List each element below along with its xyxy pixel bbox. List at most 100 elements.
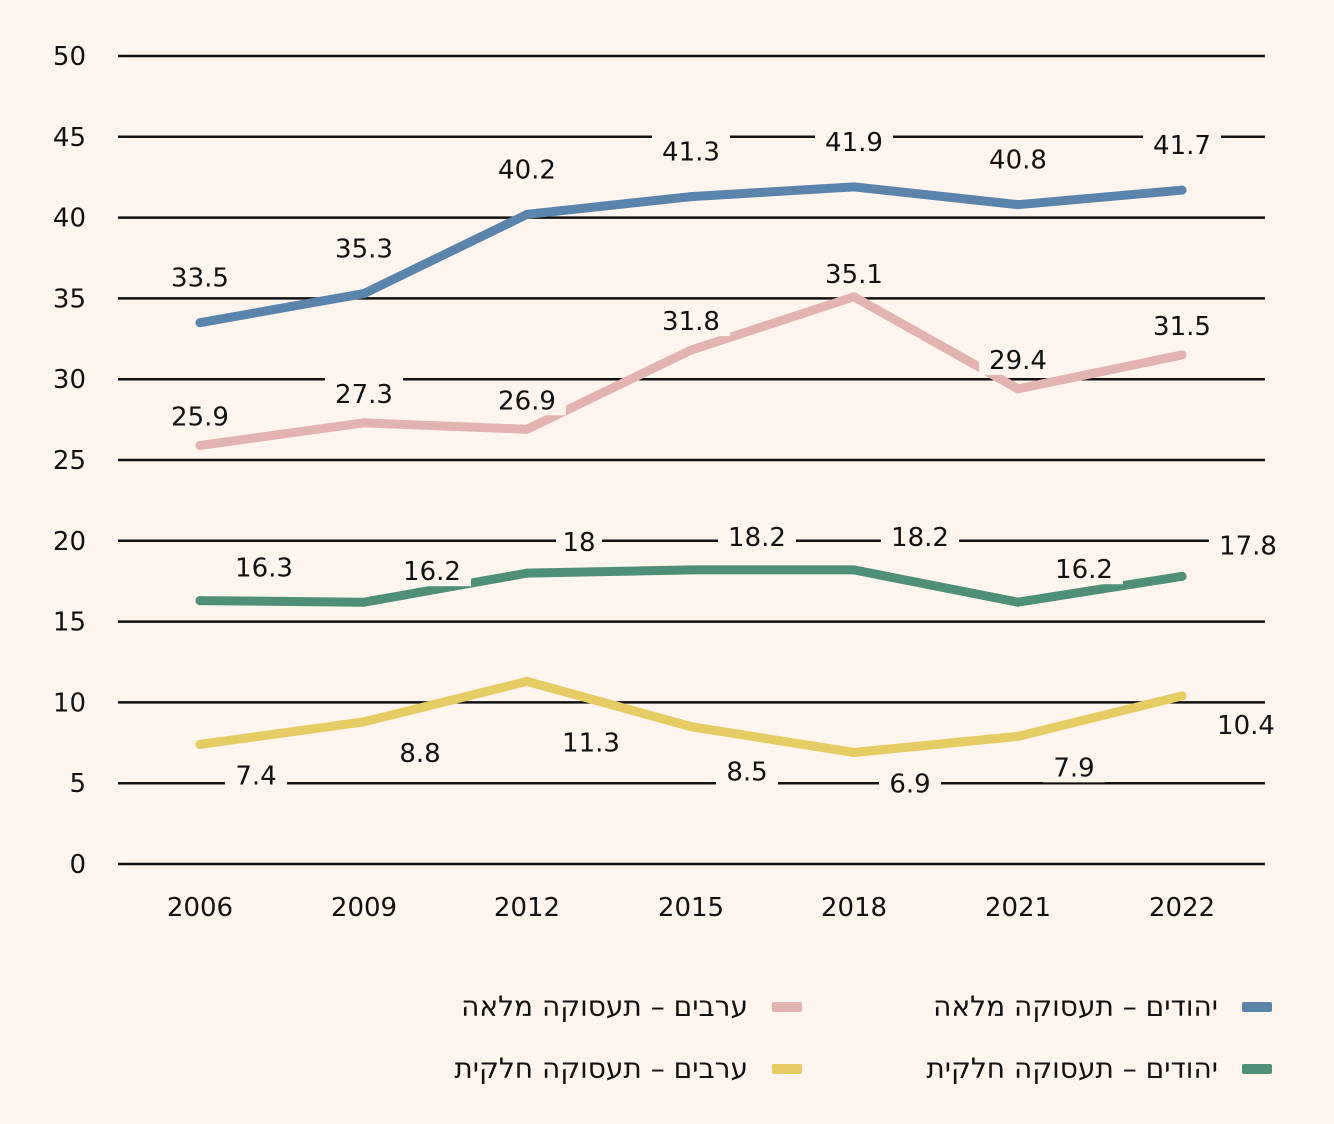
data-label: 31.5 xyxy=(1153,312,1211,342)
x-tick-label: 2015 xyxy=(658,893,724,923)
data-label: 40.2 xyxy=(498,155,556,185)
data-label-bg xyxy=(161,397,239,432)
data-point xyxy=(522,676,532,686)
data-point xyxy=(359,289,369,299)
series-line xyxy=(195,676,1187,757)
data-point xyxy=(849,747,859,757)
data-point xyxy=(522,424,532,434)
x-tick-label: 2021 xyxy=(985,893,1051,923)
data-label: 18 xyxy=(562,528,595,558)
x-tick-label: 2022 xyxy=(1149,893,1215,923)
data-point xyxy=(686,345,696,355)
data-label-bg xyxy=(552,723,630,758)
y-tick-label: 20 xyxy=(53,527,86,557)
x-tick-label: 2006 xyxy=(167,893,233,923)
x-tick-label: 2012 xyxy=(494,893,560,923)
data-point xyxy=(1177,350,1187,360)
data-label-bg xyxy=(1209,526,1287,561)
data-point xyxy=(849,292,859,302)
data-label: 40.8 xyxy=(989,146,1047,176)
data-label-bg xyxy=(881,517,959,552)
data-point xyxy=(522,568,532,578)
data-point xyxy=(1013,731,1023,741)
y-tick-label: 50 xyxy=(53,42,86,72)
data-label-bg xyxy=(556,523,602,558)
gridlines xyxy=(118,54,1265,866)
series-line xyxy=(195,565,1187,607)
y-tick-label: 40 xyxy=(53,204,86,234)
data-point xyxy=(686,192,696,202)
data-label-bg xyxy=(225,756,287,791)
data-point xyxy=(195,318,205,328)
data-label: 16.2 xyxy=(1055,555,1113,585)
data-label-bg xyxy=(325,229,403,264)
data-label-bg xyxy=(488,150,566,185)
x-tick-label: 2009 xyxy=(331,893,397,923)
data-point xyxy=(1013,384,1023,394)
data-point xyxy=(195,596,205,606)
data-label-bg xyxy=(393,552,471,587)
data-label-bg xyxy=(979,140,1057,175)
data-point xyxy=(359,597,369,607)
data-label-bg xyxy=(815,122,893,157)
data-point xyxy=(522,209,532,219)
data-point xyxy=(849,565,859,575)
y-tick-label: 15 xyxy=(53,608,86,638)
data-label-bg xyxy=(1143,306,1221,341)
data-label: 16.3 xyxy=(235,554,293,584)
data-label-bg xyxy=(1045,550,1123,585)
y-tick-label: 45 xyxy=(53,123,86,153)
data-label: 7.4 xyxy=(235,761,276,791)
data-label: 31.8 xyxy=(662,307,720,337)
data-point xyxy=(1177,691,1187,701)
data-point xyxy=(1177,185,1187,195)
data-label: 25.9 xyxy=(171,402,229,432)
data-label: 35.3 xyxy=(335,235,393,265)
series-lines xyxy=(195,182,1187,757)
data-label: 27.3 xyxy=(335,380,393,410)
data-label-bg xyxy=(815,254,893,289)
data-label: 10.4 xyxy=(1217,711,1275,741)
data-point xyxy=(686,722,696,732)
data-label-bg xyxy=(652,302,730,337)
data-label-bg xyxy=(879,764,941,799)
data-label-bg xyxy=(161,258,239,293)
data-label: 11.3 xyxy=(562,728,620,758)
y-axis-ticks: 0 5 10 15 20 25 30 35 40 45 50 xyxy=(53,42,86,880)
y-tick-label: 0 xyxy=(69,850,86,880)
data-point xyxy=(359,418,369,428)
data-point xyxy=(686,565,696,575)
data-point xyxy=(1013,597,1023,607)
data-label-bg xyxy=(979,340,1057,375)
data-point xyxy=(1013,200,1023,210)
data-labels: 33.5 35.3 40.2 41.3 41.9 40.8 41.7 25.9 27.3 26.9… xyxy=(161,122,1287,799)
data-label: 41.3 xyxy=(662,138,720,168)
data-point xyxy=(849,182,859,192)
data-point xyxy=(359,717,369,727)
data-label-bg xyxy=(716,752,778,787)
data-label-bg xyxy=(1143,126,1221,161)
data-label: 8.5 xyxy=(726,758,767,788)
data-label: 18.2 xyxy=(891,523,949,553)
data-label-bg xyxy=(718,517,796,552)
data-label-bg xyxy=(389,733,451,768)
x-tick-label: 2018 xyxy=(821,893,887,923)
data-label: 41.9 xyxy=(825,128,883,158)
data-label: 8.8 xyxy=(399,739,440,769)
data-point xyxy=(195,739,205,749)
x-axis-ticks: 2006 2009 2012 2015 2018 2021 2022 xyxy=(167,893,1215,923)
data-label: 16.2 xyxy=(403,557,461,587)
data-label: 18.2 xyxy=(728,523,786,553)
data-label: 26.9 xyxy=(498,386,556,416)
data-label: 7.9 xyxy=(1053,753,1094,783)
y-tick-label: 5 xyxy=(69,769,86,799)
data-label-bg xyxy=(325,374,403,409)
data-label-bg xyxy=(652,132,730,167)
data-label: 35.1 xyxy=(825,260,883,290)
data-label: 41.7 xyxy=(1153,131,1211,161)
data-label: 6.9 xyxy=(889,769,930,799)
data-label-bg xyxy=(225,548,303,583)
data-label: 29.4 xyxy=(989,346,1047,376)
y-tick-label: 30 xyxy=(53,365,86,395)
